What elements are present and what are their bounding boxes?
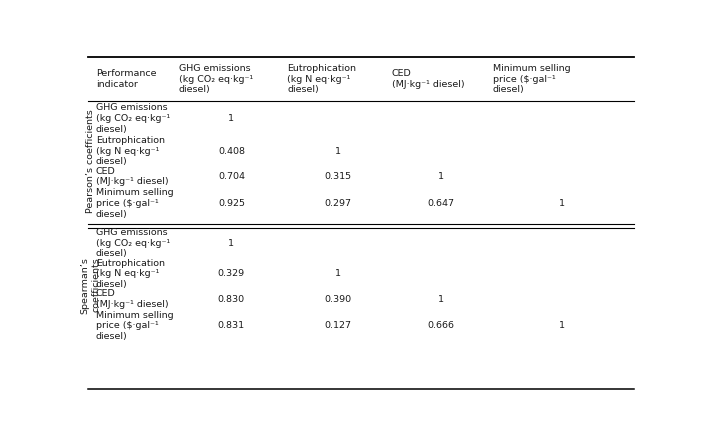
Text: Eutrophication
(kg N eq·kg⁻¹
diesel): Eutrophication (kg N eq·kg⁻¹ diesel)	[287, 64, 356, 94]
Text: CED
(MJ·kg⁻¹ diesel): CED (MJ·kg⁻¹ diesel)	[96, 167, 168, 187]
Text: CED
(MJ·kg⁻¹ diesel): CED (MJ·kg⁻¹ diesel)	[96, 289, 168, 309]
Text: 1: 1	[438, 295, 444, 304]
Text: 0.830: 0.830	[218, 295, 245, 304]
Text: 0.704: 0.704	[218, 172, 245, 181]
Text: 1: 1	[228, 114, 234, 123]
Text: 0.666: 0.666	[427, 321, 454, 330]
Text: 0.315: 0.315	[325, 172, 351, 181]
Text: 0.297: 0.297	[325, 199, 351, 208]
Text: CED
(MJ·kg⁻¹ diesel): CED (MJ·kg⁻¹ diesel)	[392, 69, 465, 89]
Text: 0.647: 0.647	[427, 199, 454, 208]
Text: 0.408: 0.408	[218, 146, 245, 156]
Text: 0.127: 0.127	[325, 321, 351, 330]
Text: Minimum selling
price ($·gal⁻¹
diesel): Minimum selling price ($·gal⁻¹ diesel)	[493, 64, 570, 94]
Text: 0.329: 0.329	[218, 269, 245, 278]
Text: Eutrophication
(kg N eq·kg⁻¹
diesel): Eutrophication (kg N eq·kg⁻¹ diesel)	[96, 136, 165, 166]
Text: Minimum selling
price ($·gal⁻¹
diesel): Minimum selling price ($·gal⁻¹ diesel)	[96, 188, 173, 219]
Text: GHG emissions
(kg CO₂ eq·kg⁻¹
diesel): GHG emissions (kg CO₂ eq·kg⁻¹ diesel)	[96, 228, 170, 258]
Text: 1: 1	[559, 199, 565, 208]
Text: Spearman’s
coefficients: Spearman’s coefficients	[81, 257, 101, 314]
Text: 1: 1	[438, 172, 444, 181]
Text: GHG emissions
(kg CO₂ eq·kg⁻¹
diesel): GHG emissions (kg CO₂ eq·kg⁻¹ diesel)	[96, 103, 170, 134]
Text: 1: 1	[335, 146, 341, 156]
Text: GHG emissions
(kg CO₂ eq·kg⁻¹
diesel): GHG emissions (kg CO₂ eq·kg⁻¹ diesel)	[179, 64, 253, 94]
Text: 1: 1	[559, 321, 565, 330]
Text: 1: 1	[228, 239, 234, 247]
Text: 0.390: 0.390	[325, 295, 351, 304]
Text: 0.831: 0.831	[218, 321, 245, 330]
Text: Performance
indicator: Performance indicator	[96, 69, 156, 89]
Text: Minimum selling
price ($·gal⁻¹
diesel): Minimum selling price ($·gal⁻¹ diesel)	[96, 310, 173, 341]
Text: 1: 1	[335, 269, 341, 278]
Text: Pearson’s coefficients: Pearson’s coefficients	[86, 109, 95, 213]
Text: 0.925: 0.925	[218, 199, 245, 208]
Text: Eutrophication
(kg N eq·kg⁻¹
diesel): Eutrophication (kg N eq·kg⁻¹ diesel)	[96, 259, 165, 289]
